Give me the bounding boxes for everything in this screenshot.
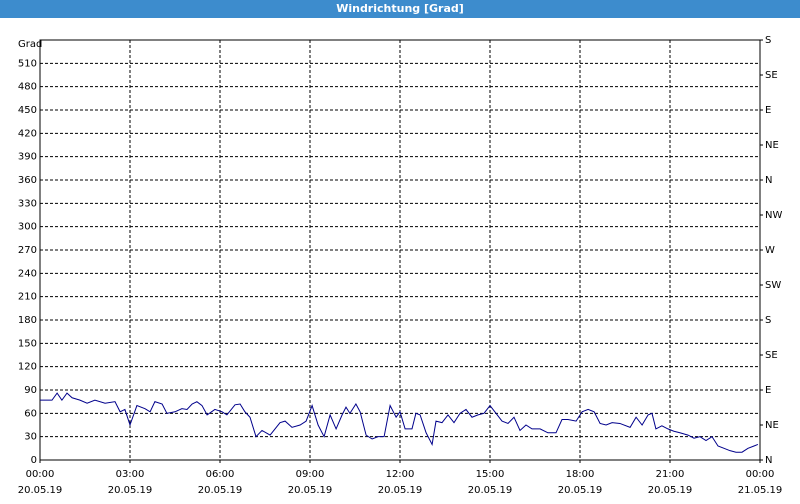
y2-tick-label: S [765, 35, 771, 46]
x-tick-date: 20.05.19 [468, 485, 513, 496]
x-tick-date: 20.05.19 [288, 485, 333, 496]
y-tick-label: 270 [18, 245, 37, 256]
y-tick-label: 0 [31, 455, 37, 466]
y-tick-label: 450 [18, 105, 37, 116]
y2-tick-label: SE [765, 350, 778, 361]
x-tick-date: 20.05.19 [378, 485, 423, 496]
x-tick-label: 12:00 [386, 469, 415, 480]
y2-tick-label: SE [765, 70, 778, 81]
y-tick-label: 150 [18, 338, 37, 349]
x-tick-label: 03:00 [116, 469, 145, 480]
y-tick-label: 180 [18, 315, 37, 326]
y-tick-label: 60 [24, 408, 37, 419]
y2-tick-label: N [765, 455, 772, 466]
plot-border [39, 39, 761, 461]
y-tick-label: 210 [18, 292, 37, 303]
x-tick-label: 06:00 [206, 469, 235, 480]
y2-tick-label: W [765, 245, 775, 256]
x-tick-date: 20.05.19 [18, 485, 63, 496]
x-tick-label: 21:00 [656, 469, 685, 480]
y2-tick-label: SW [765, 280, 781, 291]
x-tick-date: 20.05.19 [108, 485, 153, 496]
y2-tick-label: N [765, 175, 772, 186]
y2-tick-label: NW [765, 210, 782, 221]
y-axis-label: Grad [18, 39, 42, 50]
y2-tick-label: E [765, 385, 771, 396]
y2-tick-label: E [765, 105, 771, 116]
x-tick-date: 20.05.19 [558, 485, 603, 496]
y-tick-label: 510 [18, 58, 37, 69]
x-tick-date: 21.05.19 [738, 485, 783, 496]
chart-title: Windrichtung [Grad] [336, 2, 464, 15]
y2-tick-label: NE [765, 140, 779, 151]
y2-tick-label: S [765, 315, 771, 326]
y2-tick-label: NE [765, 420, 779, 431]
x-tick-date: 20.05.19 [648, 485, 693, 496]
x-tick-label: 18:00 [566, 469, 595, 480]
y-tick-label: 300 [18, 222, 37, 233]
y-tick-label: 390 [18, 152, 37, 163]
x-tick-label: 00:00 [26, 469, 55, 480]
y-tick-label: 330 [18, 198, 37, 209]
x-tick-label: 09:00 [296, 469, 325, 480]
y-tick-label: 30 [24, 432, 37, 443]
x-tick-label: 00:00 [746, 469, 775, 480]
title-bar [0, 0, 800, 18]
y-tick-label: 420 [18, 128, 37, 139]
y-tick-label: 120 [18, 362, 37, 373]
y-tick-label: 360 [18, 175, 37, 186]
data-line [40, 392, 759, 453]
x-tick-label: 15:00 [476, 469, 505, 480]
x-tick-date: 20.05.19 [198, 485, 243, 496]
y-tick-label: 90 [24, 385, 37, 396]
y-tick-label: 240 [18, 268, 37, 279]
y-tick-label: 480 [18, 82, 37, 93]
